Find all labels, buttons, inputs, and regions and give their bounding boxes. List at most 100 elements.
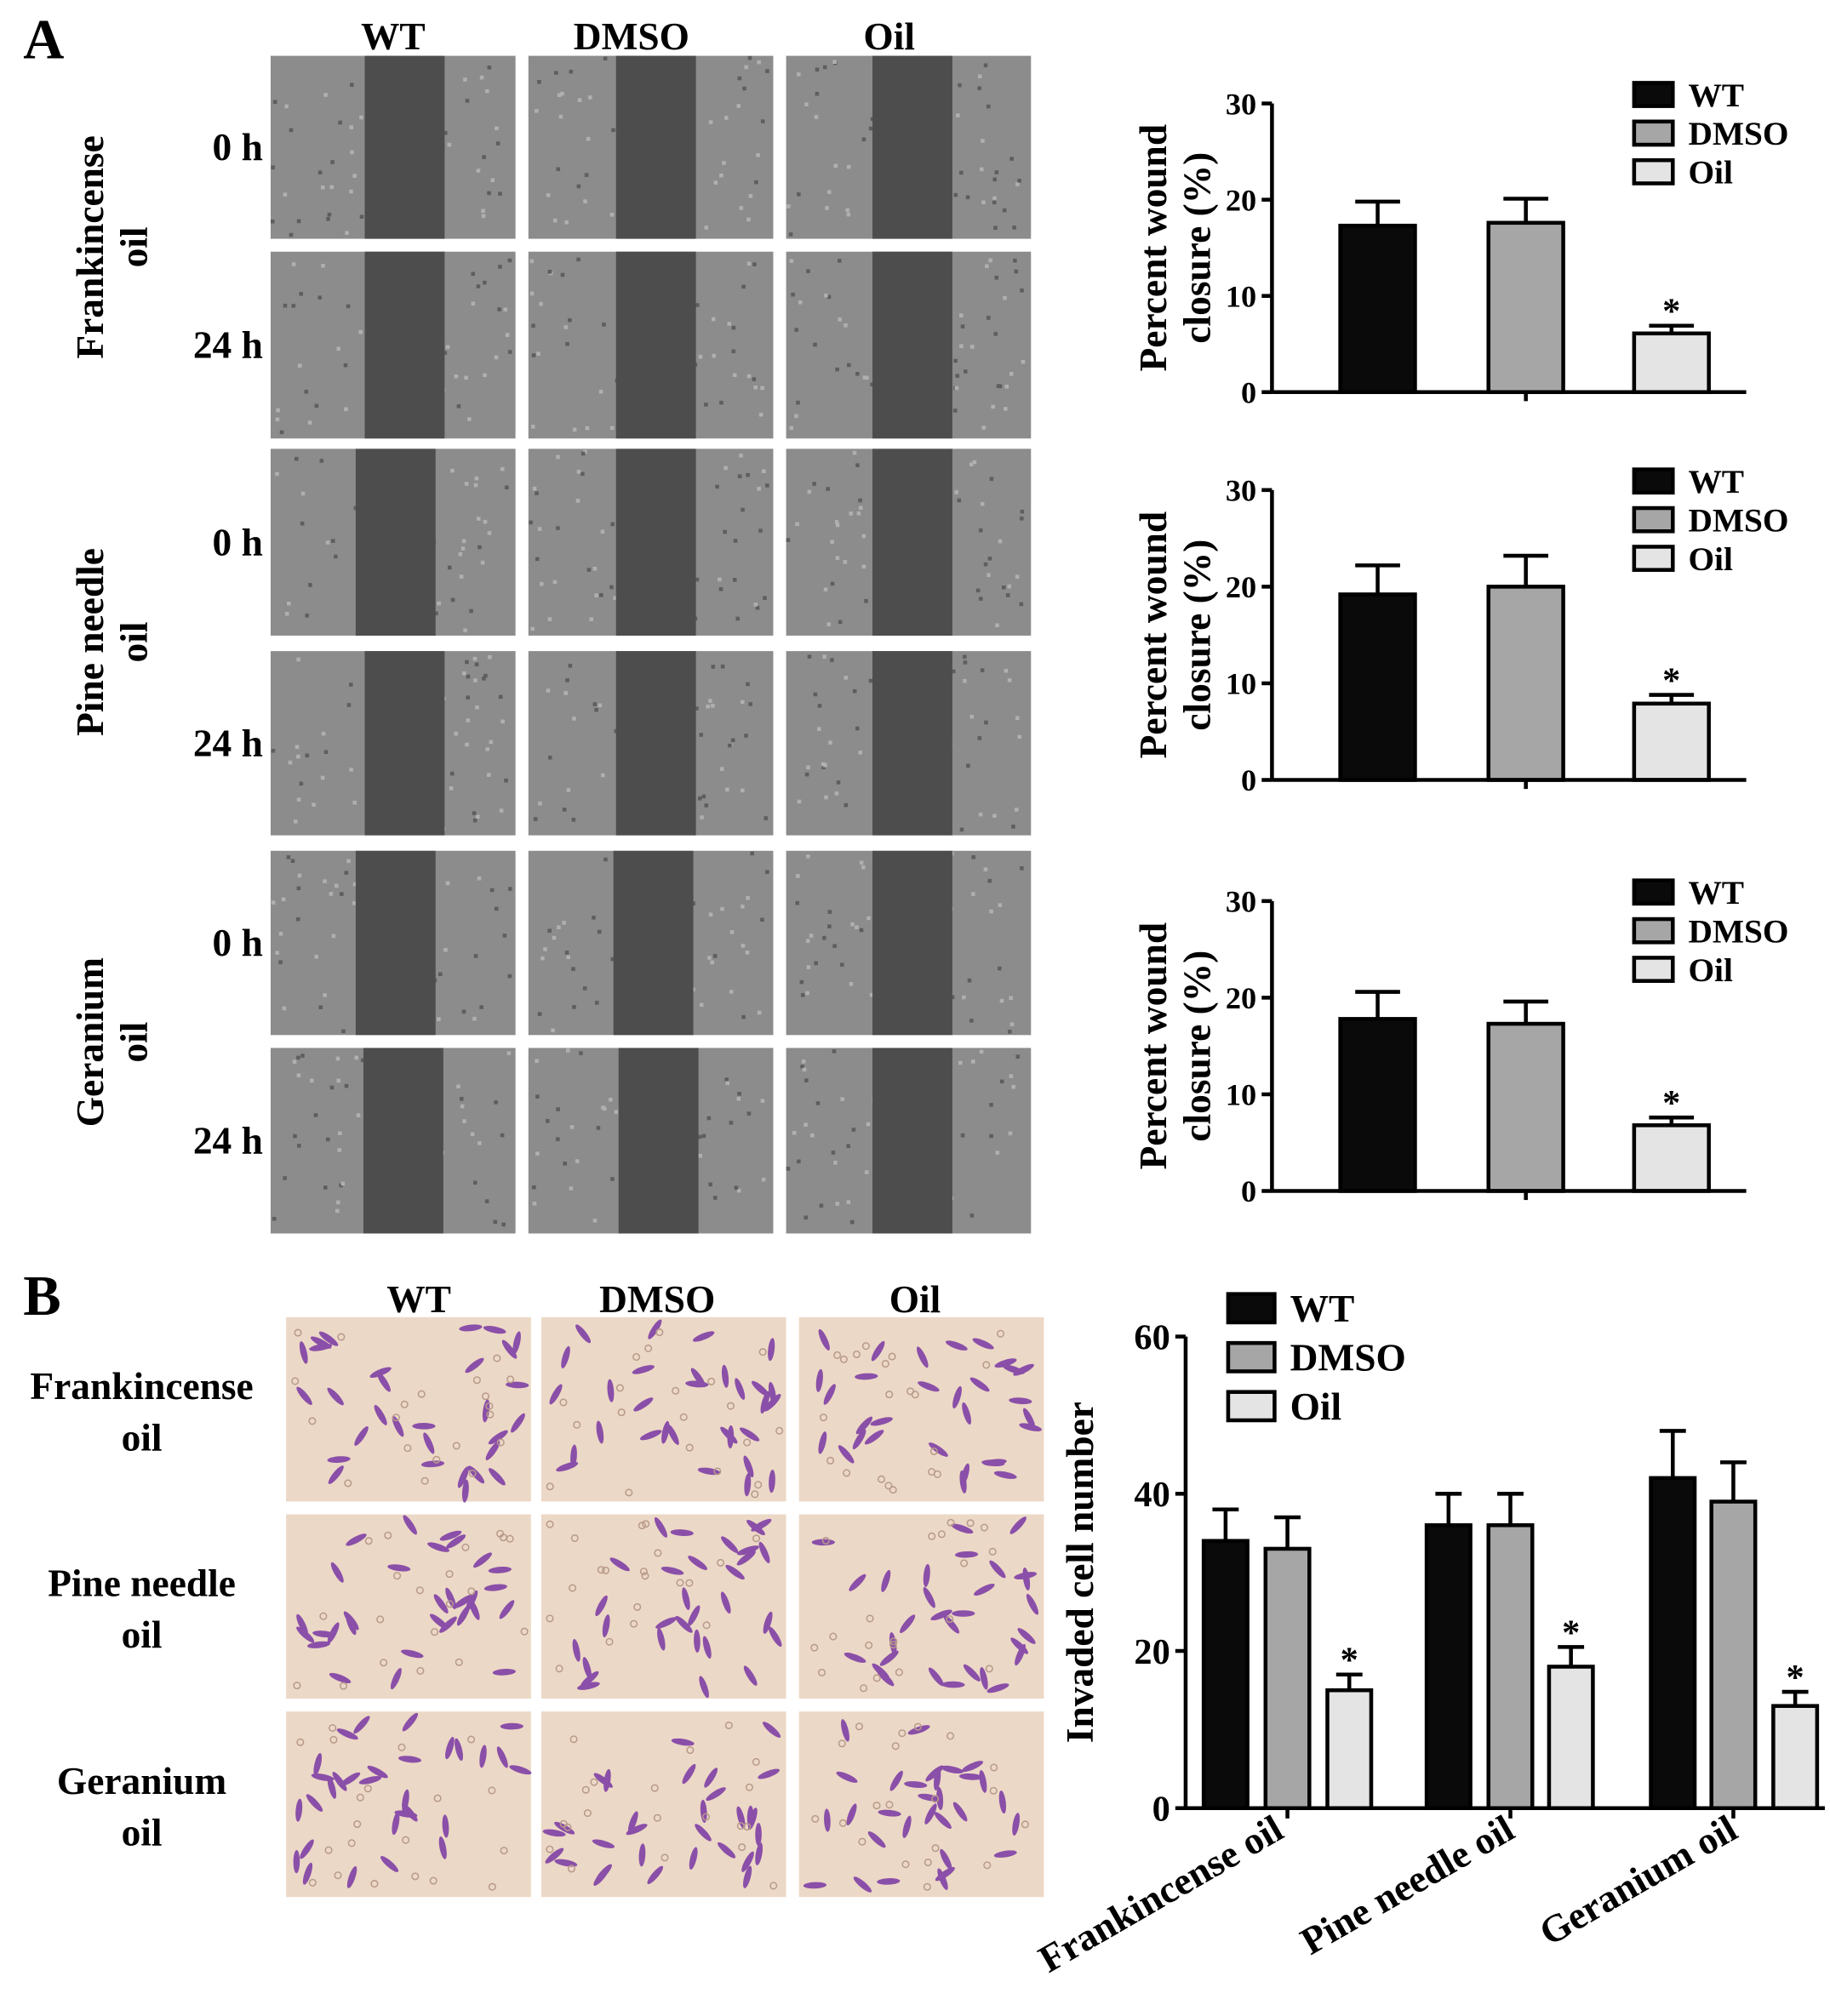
- cell-speckle: [300, 1054, 305, 1058]
- cell-speckle: [706, 704, 710, 709]
- cell-speckle: [824, 294, 828, 298]
- pore: [555, 1665, 563, 1673]
- stained-cell: [743, 1455, 754, 1478]
- cell-speckle: [609, 1097, 613, 1102]
- cell-speckle: [498, 265, 502, 269]
- cell-speckle: [701, 1134, 706, 1139]
- cell-speckle: [859, 860, 864, 865]
- cell-speckle: [552, 218, 558, 223]
- pore: [717, 1558, 725, 1567]
- wound-image: [270, 55, 516, 239]
- cell-speckle: [719, 400, 723, 405]
- cell-speckle: [556, 1107, 560, 1111]
- cell-speckle: [497, 307, 501, 311]
- cell-speckle: [556, 167, 561, 172]
- cell-speckle: [704, 403, 708, 407]
- stained-cell: [485, 1441, 500, 1461]
- stained-cell: [720, 1591, 731, 1614]
- cell-speckle: [278, 960, 283, 964]
- cell-speckle: [1017, 179, 1021, 183]
- cell-speckle: [556, 454, 560, 460]
- legend-item: Oil: [1632, 154, 1733, 191]
- cell-speckle: [954, 490, 958, 494]
- cell-speckle: [858, 751, 863, 755]
- cell-speckle: [969, 1214, 975, 1218]
- cell-speckle: [537, 1012, 542, 1016]
- stained-cell: [496, 1746, 508, 1768]
- legend-swatch: [1632, 157, 1675, 186]
- cell-speckle: [740, 700, 745, 705]
- pore: [701, 1813, 710, 1821]
- cell-speckle: [757, 1010, 762, 1015]
- cell-speckle: [335, 1208, 340, 1214]
- pore: [843, 1469, 851, 1477]
- cell-speckle: [320, 775, 325, 780]
- cell-speckle: [359, 115, 363, 120]
- cell-speckle: [708, 120, 713, 124]
- bar: [1632, 331, 1711, 395]
- cell-speckle: [869, 992, 874, 997]
- cell-speckle: [815, 1101, 821, 1105]
- cell-speckle: [761, 1177, 766, 1182]
- cell-speckle: [805, 939, 810, 943]
- time-label: 0 h: [213, 922, 263, 964]
- stained-cell: [489, 1468, 506, 1486]
- cell-speckle: [993, 226, 998, 231]
- stained-cell: [473, 1552, 492, 1568]
- stained-cell: [572, 1638, 580, 1662]
- stained-cell: [561, 1345, 570, 1369]
- stained-cell: [940, 1848, 952, 1870]
- cell-speckle: [495, 141, 500, 146]
- cell-speckle: [271, 165, 275, 170]
- cell-speckle: [832, 944, 837, 948]
- pore: [852, 1350, 861, 1359]
- pore: [838, 1739, 846, 1748]
- cell-speckle: [810, 1133, 815, 1138]
- cell-speckle: [478, 545, 482, 550]
- cell-speckle: [731, 349, 736, 354]
- cell-speckle: [762, 469, 766, 473]
- cell-speckle: [736, 1188, 741, 1193]
- cell-speckle: [1012, 226, 1016, 230]
- cell-speckle: [724, 1077, 729, 1082]
- cell-speckle: [579, 1051, 583, 1055]
- stained-cell: [878, 1809, 901, 1817]
- cell-speckle: [321, 264, 325, 268]
- pore: [567, 1865, 575, 1873]
- cell-speckle: [460, 1104, 465, 1109]
- pore: [400, 1400, 409, 1408]
- cell-speckle: [279, 430, 284, 435]
- cell-speckle: [983, 562, 988, 567]
- cell-speckle: [282, 1006, 287, 1011]
- cell-speckle: [473, 678, 478, 682]
- stained-cell: [735, 1378, 746, 1400]
- stained-cell: [1015, 1643, 1026, 1666]
- pore: [363, 1785, 372, 1793]
- pore: [810, 1643, 819, 1652]
- cell-speckle: [980, 668, 985, 672]
- stained-cell: [367, 1765, 388, 1779]
- cell-speckle: [1014, 808, 1019, 812]
- cell-speckle: [613, 596, 617, 601]
- pore: [724, 1721, 733, 1730]
- col-header-dmso: DMSO: [574, 15, 689, 58]
- cell-speckle: [698, 354, 703, 359]
- cell-speckle: [562, 921, 566, 925]
- pore: [946, 1615, 954, 1624]
- stained-cell: [688, 1556, 707, 1570]
- cell-speckle: [445, 345, 450, 350]
- stained-cell: [872, 1663, 890, 1680]
- group-label-line: Pine needle: [69, 548, 112, 736]
- cell-speckle: [349, 682, 353, 687]
- cell-speckle: [718, 587, 723, 591]
- cell-speckle: [272, 1216, 277, 1221]
- cell-speckle: [852, 450, 857, 455]
- cell-speckle: [479, 1005, 483, 1009]
- pore: [496, 1529, 505, 1538]
- cell-speckle: [539, 301, 543, 306]
- membrane: [286, 1711, 531, 1898]
- col-header-wt: WT: [361, 15, 426, 58]
- cell-speckle: [737, 76, 742, 81]
- wound-gap: [872, 448, 952, 636]
- cell-speckle: [838, 317, 842, 322]
